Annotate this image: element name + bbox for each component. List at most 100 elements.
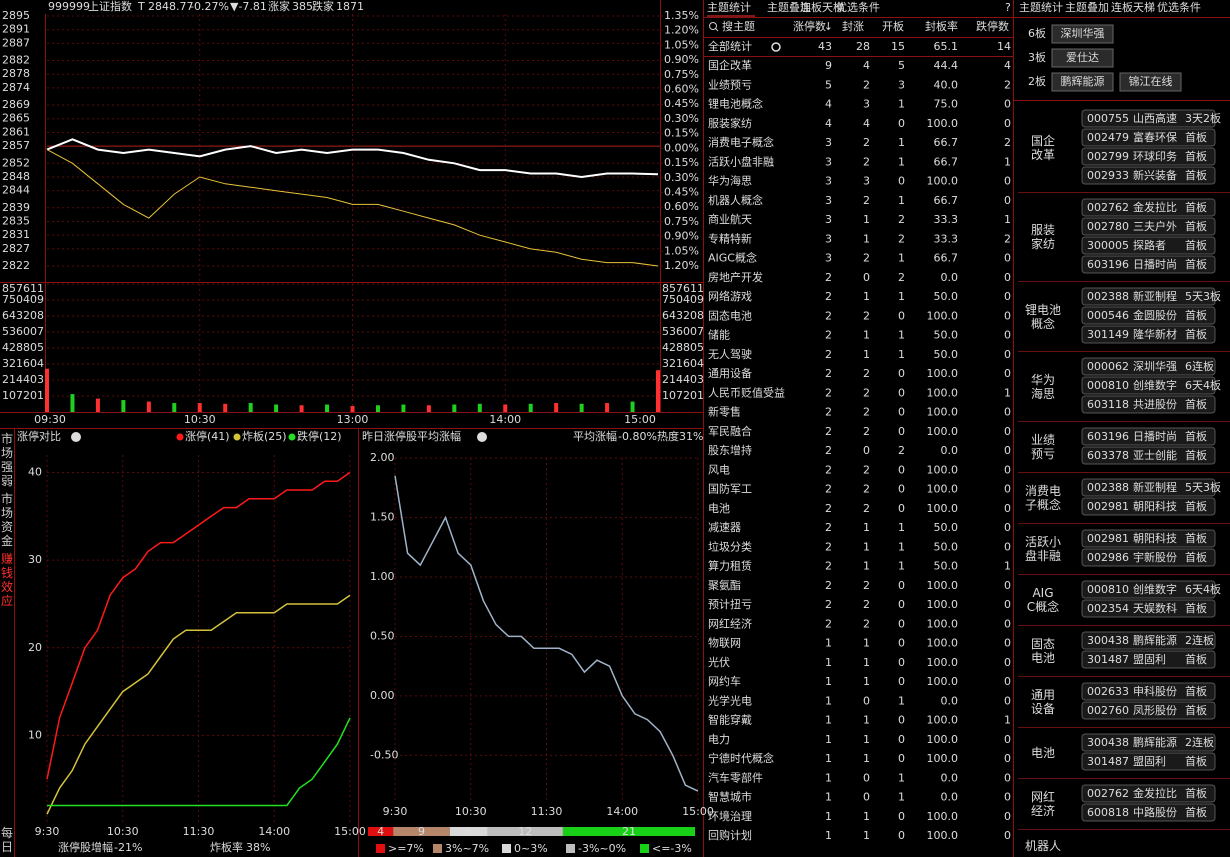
column-header[interactable]: 涨停数	[793, 19, 826, 33]
column-header[interactable]: 搜主题	[722, 19, 755, 33]
level-stock-box[interactable]	[1051, 24, 1114, 44]
theme-name[interactable]: 无人驾驶	[708, 347, 752, 361]
theme-name[interactable]: 新零售	[708, 405, 741, 419]
stock-box[interactable]	[1081, 682, 1216, 701]
stock-box[interactable]	[1081, 733, 1216, 752]
info-icon[interactable]	[477, 432, 487, 442]
tab[interactable]: 优选条件	[1157, 0, 1201, 14]
tab[interactable]: 主题叠加	[1065, 1, 1109, 14]
column-header[interactable]: 跌停数	[976, 19, 1009, 33]
theme-name[interactable]: 房地产开发	[708, 270, 763, 284]
side-tab[interactable]: 赚钱效应	[1, 552, 14, 608]
theme-name[interactable]: 服装家纺	[708, 116, 752, 130]
level-stock-box[interactable]	[1119, 72, 1182, 92]
theme-name[interactable]: 机器人概念	[708, 193, 763, 207]
theme-name[interactable]: 军民融合	[708, 424, 752, 438]
stock-box[interactable]	[1081, 580, 1216, 599]
theme-name[interactable]: 智慧城市	[708, 790, 752, 804]
level-stock-box[interactable]	[1051, 48, 1114, 68]
stock-box[interactable]	[1081, 478, 1216, 497]
theme-name[interactable]: 消费电子概念	[708, 135, 774, 149]
stock-box[interactable]	[1081, 631, 1216, 650]
stock-box[interactable]	[1081, 803, 1216, 822]
side-tab[interactable]: 市场强弱	[1, 432, 14, 488]
stock-box[interactable]	[1081, 427, 1216, 446]
theme-cell: 50.0	[934, 348, 959, 361]
theme-name[interactable]: 光学光电	[708, 693, 752, 707]
y-tick-label: 2.00	[370, 451, 395, 464]
theme-name[interactable]: 算力租赁	[708, 559, 752, 573]
tab[interactable]: 连板天梯	[800, 0, 844, 14]
stock-box[interactable]	[1081, 198, 1216, 217]
stock-box[interactable]	[1081, 376, 1216, 395]
stock-box[interactable]	[1081, 357, 1216, 376]
theme-name[interactable]: 股东增持	[708, 443, 752, 457]
theme-name[interactable]: 环境治理	[708, 809, 752, 823]
theme-name[interactable]: 人民币贬值受益	[708, 385, 785, 399]
theme-name[interactable]: 国企改革	[708, 58, 752, 72]
tab[interactable]: 主题统计	[707, 1, 751, 14]
theme-name[interactable]: 网红经济	[708, 616, 752, 630]
stock-box[interactable]	[1081, 752, 1216, 771]
stock-box[interactable]	[1081, 287, 1216, 306]
column-header[interactable]: 封板率	[925, 19, 958, 33]
theme-name[interactable]: AIGC概念	[708, 251, 757, 265]
stock-box[interactable]	[1081, 236, 1216, 255]
level-stock-box[interactable]	[1051, 72, 1114, 92]
theme-name[interactable]: 宁德时代概念	[708, 751, 774, 765]
theme-name[interactable]: 光伏	[708, 655, 730, 669]
search-icon[interactable]	[709, 22, 719, 32]
total-toggle[interactable]	[771, 42, 781, 52]
theme-name[interactable]: 通用设备	[708, 366, 752, 380]
stock-box[interactable]	[1081, 548, 1216, 567]
theme-name[interactable]: 网络游戏	[708, 289, 752, 303]
tab[interactable]: 主题叠加	[767, 1, 811, 14]
stock-box[interactable]	[1081, 128, 1216, 147]
theme-name[interactable]: 减速器	[708, 521, 741, 534]
theme-name[interactable]: 华为海思	[708, 174, 752, 188]
stock-box[interactable]	[1081, 497, 1216, 516]
tab[interactable]: 优选条件	[836, 0, 880, 14]
stock-box[interactable]	[1081, 255, 1216, 274]
theme-name[interactable]: 活跃小盘非融	[708, 154, 774, 168]
stock-box[interactable]	[1081, 529, 1216, 548]
tab[interactable]: 主题统计	[1019, 1, 1063, 14]
side-tab[interactable]: 每日	[1, 826, 14, 854]
stock-box[interactable]	[1081, 446, 1216, 465]
stock-box[interactable]	[1081, 701, 1216, 720]
theme-name[interactable]: 国防军工	[708, 482, 752, 496]
side-tab[interactable]: 市场资金	[1, 492, 14, 548]
stock-box[interactable]	[1081, 217, 1216, 236]
theme-name[interactable]: 回购计划	[708, 828, 752, 842]
theme-name[interactable]: 商业航天	[708, 212, 752, 226]
stock-box[interactable]	[1081, 650, 1216, 669]
theme-name[interactable]: 储能	[708, 328, 730, 342]
info-icon[interactable]	[71, 432, 81, 442]
theme-name[interactable]: 业绩预亏	[708, 78, 752, 91]
stock-box[interactable]	[1081, 784, 1216, 803]
tab[interactable]: 连板天梯	[1111, 0, 1155, 14]
stock-box[interactable]	[1081, 147, 1216, 166]
stock-box[interactable]	[1081, 325, 1216, 344]
theme-name[interactable]: 物联网	[708, 636, 741, 650]
theme-name[interactable]: 电力	[708, 733, 730, 746]
stock-box[interactable]	[1081, 599, 1216, 618]
stock-box[interactable]	[1081, 109, 1216, 128]
theme-name[interactable]: 汽车零部件	[708, 770, 763, 784]
theme-name[interactable]: 预计扭亏	[708, 597, 752, 611]
theme-name[interactable]: 网约车	[708, 674, 741, 688]
theme-name[interactable]: 电池	[708, 502, 730, 515]
theme-name[interactable]: 聚氨酯	[708, 579, 741, 592]
y-tick-label: 2887	[2, 36, 30, 49]
column-header[interactable]: 封涨	[842, 19, 864, 33]
theme-name[interactable]: 垃圾分类	[708, 539, 752, 553]
theme-name[interactable]: 风电	[708, 463, 730, 476]
theme-name[interactable]: 专精特新	[708, 231, 752, 245]
stock-box[interactable]	[1081, 166, 1216, 185]
stock-box[interactable]	[1081, 395, 1216, 414]
stock-box[interactable]	[1081, 306, 1216, 325]
theme-name[interactable]: 锂电池概念	[708, 97, 763, 111]
theme-name[interactable]: 智能穿戴	[708, 713, 752, 727]
theme-name[interactable]: 固态电池	[708, 309, 752, 322]
column-header[interactable]: 开板	[882, 19, 904, 33]
